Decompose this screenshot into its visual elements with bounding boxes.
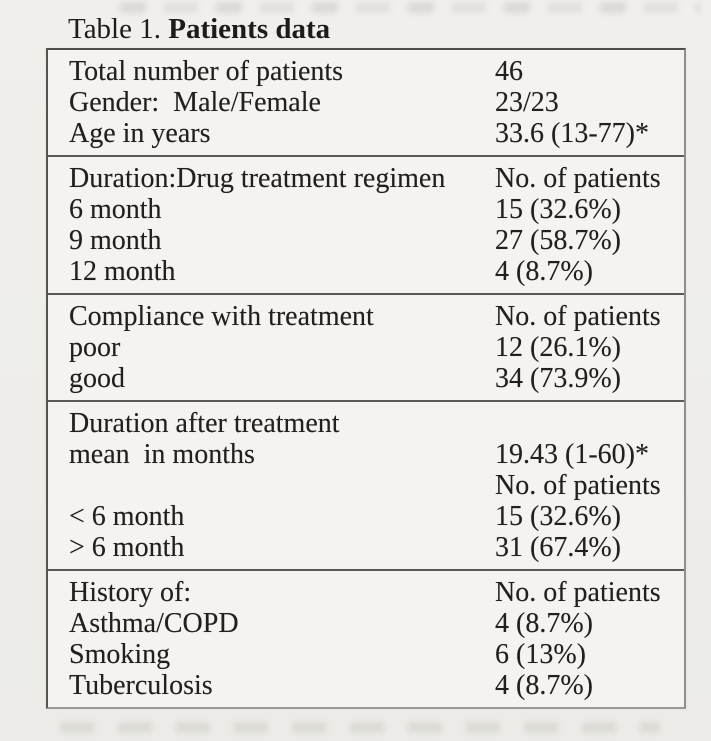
table-caption: Table 1. Patients data [68, 12, 330, 46]
row-value [495, 408, 684, 439]
row-value: No. of patients [495, 470, 661, 501]
row-value: 6 (13%) [495, 639, 586, 670]
row-value: 19.43 (1-60)* [495, 439, 649, 470]
table-caption-prefix: Table 1. [68, 13, 169, 45]
row-label: Age in years [69, 118, 211, 149]
table-row: Total number of patients 46 [48, 56, 684, 87]
row-label: Duration:Drug treatment regimen [69, 163, 446, 194]
table-section-history: History of: No. of patients Asthma/COPD … [48, 569, 684, 707]
row-label: 12 month [69, 256, 176, 287]
table-section-compliance: Compliance with treatment No. of patient… [48, 293, 684, 400]
row-value: 4 (8.7%) [495, 256, 593, 287]
row-label: 9 month [69, 225, 162, 256]
table-row: < 6 month 15 (32.6%) [48, 501, 684, 532]
row-label: History of: [69, 577, 192, 608]
row-label: Smoking [69, 639, 171, 670]
scan-bleedthrough-artifact [60, 722, 660, 733]
row-value: 12 (26.1%) [495, 332, 621, 363]
row-value: 4 (8.7%) [495, 608, 593, 639]
table-section-duration-regimen: Duration:Drug treatment regimen No. of p… [48, 155, 684, 293]
table-caption-title: Patients data [168, 13, 331, 45]
row-label: Asthma/COPD [69, 608, 239, 639]
table-row: Gender: Male/Female 23/23 [48, 87, 684, 118]
row-value: No. of patients [495, 163, 661, 194]
row-value: 27 (58.7%) [495, 225, 621, 256]
row-label: < 6 month [69, 501, 185, 532]
row-value: 4 (8.7%) [495, 670, 593, 701]
row-value: No. of patients [495, 577, 661, 608]
table-row: poor 12 (26.1%) [48, 332, 684, 363]
table-row: > 6 month 31 (67.4%) [48, 532, 684, 563]
row-label: good [69, 363, 125, 394]
row-value: No. of patients [495, 301, 661, 332]
table-row: 9 month 27 (58.7%) [48, 225, 684, 256]
row-label: Compliance with treatment [69, 301, 374, 332]
table-row: 12 month 4 (8.7%) [48, 256, 684, 287]
table-row: Tuberculosis 4 (8.7%) [48, 670, 684, 701]
table-section-duration-after-treatment: Duration after treatment mean in months … [48, 400, 684, 569]
row-label: 6 month [69, 194, 162, 225]
patients-data-table: Total number of patients 46 Gender: Male… [46, 48, 686, 709]
table-row: Duration:Drug treatment regimen No. of p… [48, 163, 684, 194]
row-label [48, 470, 495, 501]
row-value: 23/23 [495, 87, 559, 118]
row-value: 46 [495, 56, 523, 87]
row-value: 31 (67.4%) [495, 532, 621, 563]
table-row: No. of patients [48, 470, 684, 501]
table-row: History of: No. of patients [48, 577, 684, 608]
row-label: Total number of patients [69, 56, 344, 87]
table-row: Age in years 33.6 (13-77)* [48, 118, 684, 149]
row-label: > 6 month [69, 532, 185, 563]
row-value: 33.6 (13-77)* [495, 118, 649, 149]
row-label: Duration after treatment [69, 408, 340, 439]
table-row: 6 month 15 (32.6%) [48, 194, 684, 225]
table-row: good 34 (73.9%) [48, 363, 684, 394]
row-value: 15 (32.6%) [495, 501, 621, 532]
table-row: Asthma/COPD 4 (8.7%) [48, 608, 684, 639]
row-label: Tuberculosis [69, 670, 213, 701]
row-value: 15 (32.6%) [495, 194, 621, 225]
table-row: mean in months 19.43 (1-60)* [48, 439, 684, 470]
table-row: Compliance with treatment No. of patient… [48, 301, 684, 332]
table-row: Duration after treatment [48, 408, 684, 439]
row-value: 34 (73.9%) [495, 363, 621, 394]
row-label: Gender: Male/Female [69, 87, 321, 118]
table-row: Smoking 6 (13%) [48, 639, 684, 670]
row-label: poor [69, 332, 121, 363]
row-label: mean in months [69, 439, 255, 470]
table-section-demographics: Total number of patients 46 Gender: Male… [48, 50, 684, 155]
